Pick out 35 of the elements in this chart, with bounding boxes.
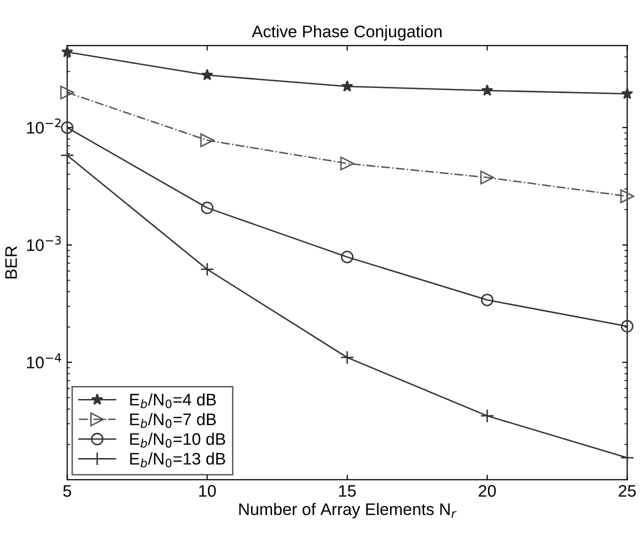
x-tick-label: 20	[478, 485, 496, 497]
point	[60, 121, 74, 134]
x-tick-label: 5	[63, 485, 72, 497]
point	[620, 450, 634, 465]
point	[340, 156, 354, 170]
point	[481, 84, 494, 96]
point	[60, 86, 74, 100]
legend-label: E$_{b}$/N$_{0}$=10 dB	[130, 432, 226, 448]
y-axis-title: BER	[5, 246, 17, 278]
point	[61, 46, 74, 58]
point	[341, 80, 354, 92]
point	[340, 350, 354, 364]
legend-label: E$_{b}$/N$_{0}$=13 dB	[130, 452, 226, 468]
point	[340, 250, 354, 264]
point	[621, 88, 634, 100]
y-tick-label: 10$^{−2}$	[27, 118, 61, 134]
y-tick-label: 10$^{−4}$	[27, 353, 62, 368]
point	[620, 189, 634, 204]
point	[480, 170, 494, 184]
point	[480, 408, 494, 423]
point	[200, 133, 214, 148]
legend-label: E$_{b}$/N$_{0}$=7 dB	[130, 413, 216, 428]
point	[60, 148, 74, 162]
x-tick-label: 15	[339, 485, 356, 497]
point	[480, 294, 494, 306]
legend-label: E$_{b}$/N$_{0}$=4 dB	[130, 393, 216, 408]
point	[201, 68, 214, 80]
chart-title: Active Phase Conjugation	[252, 25, 442, 41]
point	[200, 262, 214, 276]
point	[620, 320, 634, 333]
point	[200, 202, 214, 214]
x-axis-title: Number of Array Elements N$_{r}$	[239, 502, 457, 518]
y-tick-label: 10$^{−3}$	[27, 236, 61, 252]
x-tick-label: 10	[199, 485, 216, 497]
x-tick-label: 25	[618, 485, 636, 497]
